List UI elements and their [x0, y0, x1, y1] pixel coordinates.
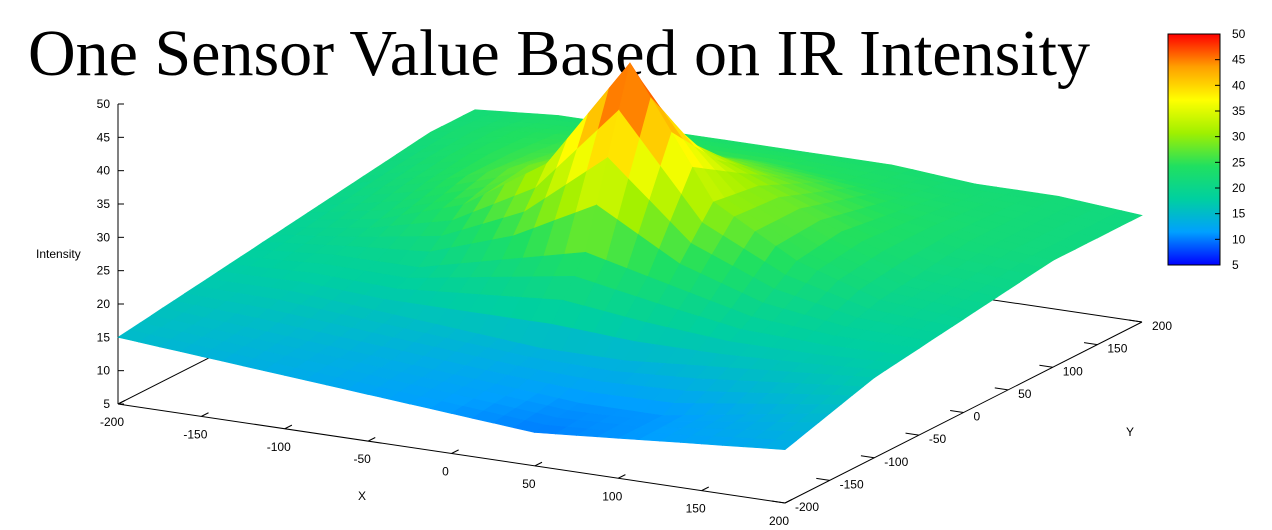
x-tick-label: 0: [442, 465, 449, 479]
x-tick-label: 100: [602, 489, 622, 503]
colorbar-tick-label: 45: [1232, 53, 1246, 67]
z-tick-label: 20: [97, 297, 111, 311]
surface-layer: [117, 62, 1143, 451]
z-tick-label: 40: [97, 164, 111, 178]
z-tick-label: 30: [97, 230, 111, 244]
y-tick-mark: [905, 432, 919, 436]
colorbar: 5 10 15 20 25 30 35 40 45 50: [1167, 27, 1246, 272]
x-axis-label: X: [358, 489, 366, 503]
y-tick-label: 50: [1018, 387, 1032, 401]
chart-title: One Sensor Value Based on IR Intensity: [28, 17, 1090, 90]
x-tick-mark: [534, 461, 543, 467]
y-tick-label: -150: [840, 477, 864, 491]
x-tick-mark: [367, 437, 376, 442]
z-tick-label: 5: [103, 397, 110, 411]
x-tick-mark: [701, 486, 709, 492]
z-tick-label: 45: [97, 130, 111, 144]
colorbar-tick-label: 10: [1232, 232, 1246, 246]
x-tick-mark: [451, 449, 459, 454]
y-tick-mark: [994, 387, 1009, 391]
colorbar-gradient: [1167, 33, 1221, 266]
y-tick-mark: [950, 410, 964, 413]
y-tick-mark: [1128, 319, 1143, 323]
colorbar-tick-label: 15: [1232, 207, 1246, 221]
x-tick-label: 150: [686, 502, 706, 516]
colorbar-tick-label: 40: [1232, 78, 1246, 92]
y-tick-label: 100: [1063, 364, 1083, 378]
y-tick-mark: [860, 455, 875, 459]
x-tick-mark: [784, 498, 793, 504]
x-tick-label: -50: [353, 452, 371, 466]
colorbar-tick-label: 30: [1232, 130, 1246, 144]
colorbar-tick-label: 5: [1232, 258, 1239, 272]
x-tick-label: -100: [267, 440, 291, 454]
x-tick-label: 200: [769, 514, 789, 528]
y-axis-label: Y: [1126, 425, 1134, 439]
colorbar-tick-label: 25: [1232, 155, 1246, 169]
x-tick-mark: [117, 399, 126, 405]
z-axis-label: Intensity: [36, 247, 81, 261]
colorbar-tick-label: 35: [1232, 104, 1246, 118]
surface-patch: [763, 439, 798, 451]
y-tick-label: -100: [884, 455, 908, 469]
y-tick-label: 0: [974, 410, 981, 424]
z-tick-label: 50: [97, 97, 111, 111]
z-tick-label: 35: [97, 197, 111, 211]
z-tick-label: 15: [97, 330, 111, 344]
x-tick-mark: [284, 424, 293, 430]
y-tick-mark: [816, 477, 830, 481]
y-tick-label: 200: [1152, 319, 1172, 333]
x-tick-mark: [618, 474, 626, 479]
x-tick-label: -200: [100, 415, 124, 429]
x-tick-label: -150: [183, 427, 207, 441]
y-tick-label: -200: [795, 500, 819, 514]
x-tick-mark: [201, 412, 209, 417]
y-tick-mark: [771, 500, 786, 504]
y-tick-label: -50: [929, 432, 947, 446]
colorbar-tick-label: 50: [1232, 27, 1246, 41]
y-tick-mark: [1083, 342, 1098, 346]
y-tick-label: 150: [1107, 342, 1127, 356]
z-tick-label: 25: [97, 264, 111, 278]
colorbar-tick-label: 20: [1232, 181, 1246, 195]
x-tick-label: 50: [522, 477, 536, 491]
z-tick-label: 10: [97, 364, 111, 378]
y-tick-mark: [1039, 364, 1053, 368]
